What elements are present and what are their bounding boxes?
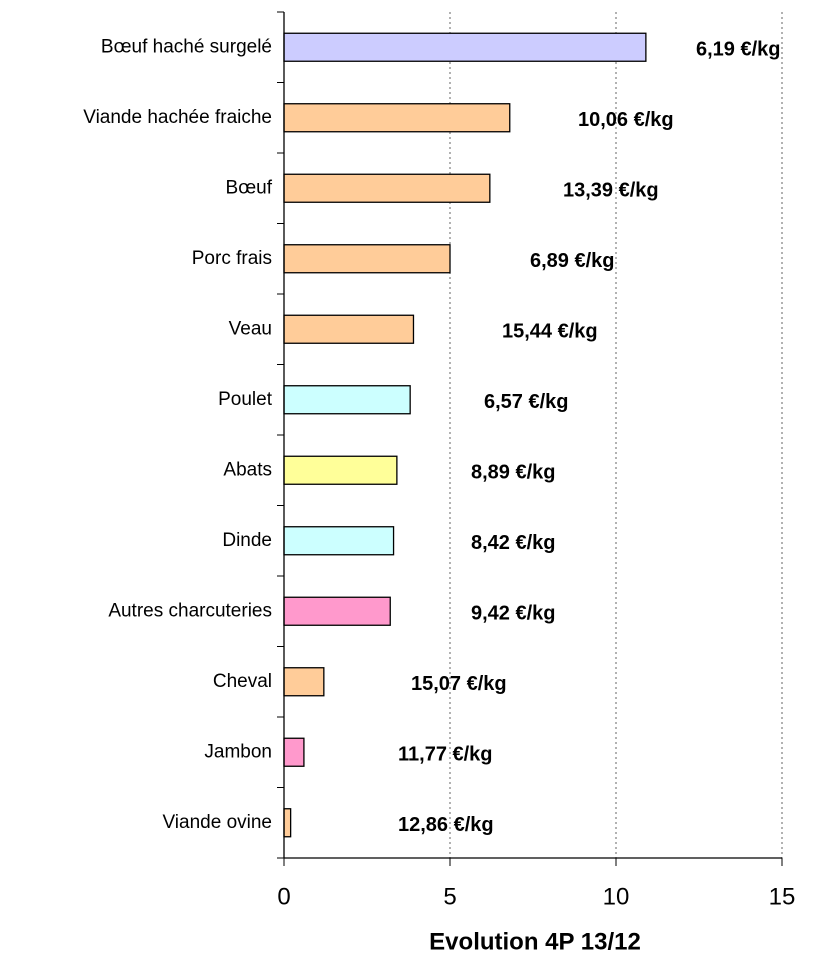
category-label: Viande hachée fraiche — [83, 107, 272, 128]
x-axis-title: Evolution 4P 13/12 — [429, 928, 641, 955]
price-annotation: 13,39 €/kg — [563, 180, 659, 202]
price-annotation: 11,77 €/kg — [398, 744, 493, 766]
category-label: Cheval — [213, 671, 272, 692]
category-label: Abats — [223, 459, 272, 480]
bar — [283, 103, 511, 133]
bar — [283, 455, 398, 485]
price-annotation: 6,57 €/kg — [484, 391, 569, 413]
price-annotation: 10,06 €/kg — [578, 109, 674, 131]
bar — [283, 596, 391, 626]
bar — [283, 173, 491, 203]
x-tick-label: 15 — [769, 883, 796, 910]
price-annotation: 8,89 €/kg — [471, 462, 556, 484]
category-label: Viande ovine — [162, 812, 272, 833]
category-label: Bœuf — [226, 177, 273, 198]
bar — [283, 314, 415, 344]
price-annotation: 8,42 €/kg — [471, 532, 556, 554]
bar — [283, 32, 647, 62]
category-label: Porc frais — [192, 248, 272, 269]
price-annotation: 6,89 €/kg — [530, 250, 615, 272]
bar — [283, 244, 451, 274]
bar — [283, 385, 411, 415]
bar — [283, 667, 325, 697]
x-tick-label: 5 — [443, 883, 456, 910]
price-annotation: 12,86 €/kg — [398, 814, 494, 836]
category-label: Bœuf haché surgelé — [101, 36, 272, 57]
price-annotation: 15,44 €/kg — [502, 321, 598, 343]
category-label: Autres charcuteries — [108, 600, 272, 621]
price-annotation: 6,19 €/kg — [696, 39, 781, 61]
category-label: Veau — [229, 318, 272, 339]
price-annotation: 9,42 €/kg — [471, 603, 556, 625]
category-label: Poulet — [218, 389, 273, 410]
bar — [283, 808, 292, 838]
bar — [283, 526, 395, 556]
bar — [283, 737, 305, 767]
price-annotation: 15,07 €/kg — [411, 673, 507, 695]
x-tick-label: 0 — [277, 883, 290, 910]
category-label: Jambon — [204, 741, 272, 762]
category-label: Dinde — [222, 530, 272, 551]
x-tick-label: 10 — [603, 883, 630, 910]
